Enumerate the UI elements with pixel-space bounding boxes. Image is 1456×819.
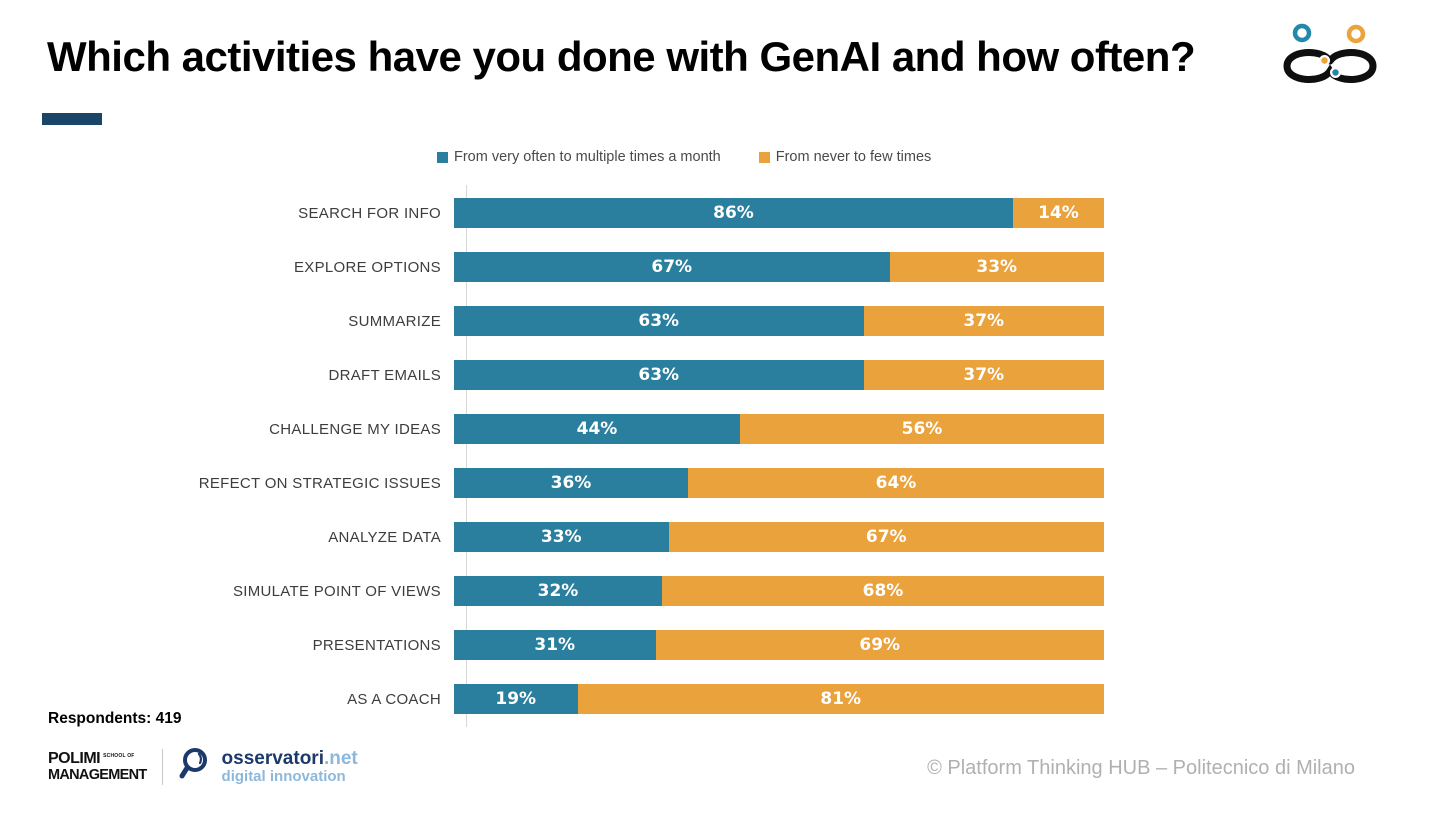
- bar-segment-never: 68%: [662, 576, 1104, 606]
- stacked-bar: 63% 37%: [454, 360, 1104, 390]
- stacked-bar: 67% 33%: [454, 252, 1104, 282]
- legend-label: From very often to multiple times a mont…: [454, 149, 721, 165]
- stacked-bar-chart: SEARCH FOR INFO 86% 14% EXPLORE OPTIONS 67% 3…: [0, 186, 1456, 726]
- osservatori-net: .net: [323, 747, 358, 769]
- bar-segment-often: 33%: [454, 522, 669, 552]
- table-row: REFECT ON STRATEGIC ISSUES 36% 64%: [0, 456, 1456, 510]
- table-row: SUMMARIZE 63% 37%: [0, 294, 1456, 348]
- bar-segment-never: 64%: [688, 468, 1104, 498]
- title-accent-bar: [42, 113, 102, 125]
- bar-segment-never: 67%: [668, 522, 1104, 552]
- category-label: PRESENTATIONS: [312, 636, 441, 654]
- table-row: ANALYZE DATA 33% 67%: [0, 510, 1456, 564]
- stacked-bar: 86% 14%: [454, 198, 1104, 228]
- table-row: PRESENTATIONS 31% 69%: [0, 618, 1456, 672]
- bar-segment-often: 67%: [454, 252, 890, 282]
- stacked-bar: 19% 81%: [454, 684, 1104, 714]
- osservatori-name: osservatori: [221, 747, 324, 769]
- bar-segment-never: 37%: [863, 306, 1104, 336]
- category-label: SUMMARIZE: [348, 312, 441, 330]
- category-label: ANALYZE DATA: [328, 528, 441, 546]
- page-title: Which activities have you done with GenA…: [47, 33, 1196, 80]
- platform-thinking-infinity-logo-icon: [1283, 18, 1383, 93]
- table-row: AS A COACH 19% 81%: [0, 672, 1456, 726]
- bar-segment-often: 63%: [454, 360, 864, 390]
- stacked-bar: 63% 37%: [454, 306, 1104, 336]
- table-row: CHALLENGE MY IDEAS 44% 56%: [0, 402, 1456, 456]
- category-label: REFECT ON STRATEGIC ISSUES: [198, 474, 441, 492]
- y-axis-line: [466, 185, 467, 727]
- stacked-bar: 33% 67%: [454, 522, 1104, 552]
- bar-segment-never: 81%: [577, 684, 1104, 714]
- legend-label: From never to few times: [775, 149, 932, 165]
- category-label: SEARCH FOR INFO: [298, 204, 441, 222]
- table-row: SEARCH FOR INFO 86% 14%: [0, 186, 1456, 240]
- bar-segment-often: 32%: [454, 576, 662, 606]
- stacked-bar: 36% 64%: [454, 468, 1104, 498]
- category-label: EXPLORE OPTIONS: [293, 258, 441, 276]
- bar-segment-never: 56%: [740, 414, 1104, 444]
- bar-segment-often: 86%: [454, 198, 1013, 228]
- category-label: CHALLENGE MY IDEAS: [269, 420, 441, 438]
- bar-segment-often: 31%: [454, 630, 656, 660]
- osservatori-subtitle: digital innovation: [221, 767, 346, 785]
- bar-segment-often: 63%: [454, 306, 864, 336]
- bar-segment-never: 69%: [655, 630, 1104, 660]
- stacked-bar: 44% 56%: [454, 414, 1104, 444]
- bar-segment-never: 37%: [863, 360, 1104, 390]
- bar-segment-often: 36%: [454, 468, 688, 498]
- table-row: SIMULATE POINT OF VIEWS 32% 68%: [0, 564, 1456, 618]
- polimi-logo-name: POLIMI: [48, 749, 101, 767]
- polimi-logo-school: SCHOOL OF: [103, 752, 135, 759]
- logo-divider: [161, 748, 163, 785]
- respondents-note: Respondents: 419: [48, 710, 182, 727]
- copyright-text: © Platform Thinking HUB – Politecnico di…: [927, 757, 1355, 779]
- osservatori-logo: osservatori.net digital innovation: [178, 746, 358, 787]
- stacked-bar: 31% 69%: [454, 630, 1104, 660]
- magnifier-icon: [178, 746, 214, 787]
- table-row: EXPLORE OPTIONS 67% 33%: [0, 240, 1456, 294]
- table-row: DRAFT EMAILS 63% 37%: [0, 348, 1456, 402]
- polimi-logo: POLIMI SCHOOL OF MANAGEMENT: [48, 749, 147, 783]
- chart-rows: SEARCH FOR INFO 86% 14% EXPLORE OPTIONS 67% 3…: [0, 186, 1456, 726]
- polimi-logo-management: MANAGEMENT: [48, 766, 147, 783]
- footer-logos: POLIMI SCHOOL OF MANAGEMENT osservatori.…: [48, 746, 358, 787]
- bar-segment-never: 14%: [1013, 198, 1104, 228]
- bar-segment-never: 33%: [889, 252, 1104, 282]
- category-label: DRAFT EMAILS: [328, 366, 441, 384]
- category-label: AS A COACH: [347, 690, 441, 708]
- legend-swatch-icon: [758, 151, 770, 163]
- stacked-bar: 32% 68%: [454, 576, 1104, 606]
- legend-item-0: From very often to multiple times a mont…: [437, 149, 721, 165]
- category-label: SIMULATE POINT OF VIEWS: [232, 582, 441, 600]
- bar-segment-often: 44%: [454, 414, 740, 444]
- bar-segment-often: 19%: [454, 684, 578, 714]
- legend-swatch-icon: [437, 151, 448, 163]
- legend: From very often to multiple times a mont…: [437, 149, 959, 165]
- legend-item-1: From never to few times: [758, 149, 932, 165]
